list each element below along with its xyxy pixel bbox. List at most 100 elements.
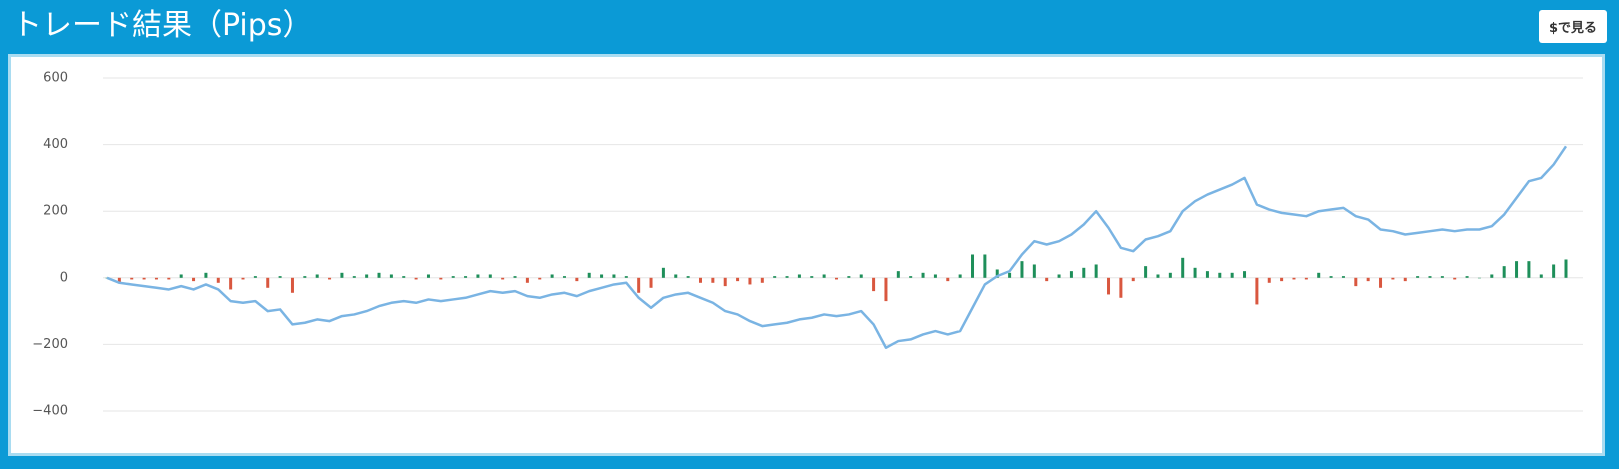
- bar: [1453, 277, 1457, 280]
- bar: [958, 274, 962, 278]
- bar: [575, 277, 579, 282]
- bar: [1156, 274, 1160, 278]
- y-tick-label: 600: [43, 71, 68, 86]
- bar: [760, 277, 764, 283]
- bar: [1354, 277, 1358, 287]
- bar: [1552, 264, 1556, 278]
- bar: [971, 254, 975, 278]
- cumulative-line: [106, 145, 1568, 349]
- bar: [822, 274, 826, 278]
- bar: [773, 276, 777, 278]
- bar: [290, 277, 294, 293]
- bar: [377, 272, 381, 278]
- bar: [550, 274, 554, 278]
- bar: [872, 277, 876, 292]
- bar: [649, 277, 653, 288]
- bar: [451, 276, 455, 278]
- bar: [624, 276, 628, 278]
- bar: [117, 277, 121, 283]
- bar: [229, 277, 233, 290]
- bar: [1515, 261, 1519, 278]
- bar: [315, 274, 319, 278]
- bar: [1329, 276, 1333, 278]
- bar: [1428, 276, 1432, 278]
- bar: [1564, 259, 1568, 278]
- bar: [389, 274, 393, 278]
- bar: [1032, 264, 1036, 278]
- currency-button[interactable]: $で見る: [1538, 10, 1607, 43]
- bar: [1218, 272, 1222, 278]
- y-tick-label: 400: [43, 137, 68, 152]
- bar: [884, 277, 888, 302]
- bar: [192, 277, 196, 282]
- bar: [538, 277, 542, 280]
- bar: [1304, 277, 1308, 280]
- bar: [352, 276, 356, 278]
- bar: [1069, 271, 1073, 278]
- bar: [946, 277, 950, 282]
- bar: [1230, 272, 1234, 278]
- bar: [204, 272, 208, 278]
- bar: [612, 274, 616, 278]
- bar: [847, 276, 851, 278]
- bar: [525, 277, 529, 283]
- bar: [365, 274, 369, 278]
- bar: [1280, 277, 1284, 282]
- bar: [142, 277, 146, 280]
- bar: [1317, 272, 1321, 278]
- bar: [1490, 274, 1494, 278]
- bar: [154, 277, 158, 280]
- bar: [1168, 272, 1172, 278]
- bar: [661, 267, 665, 278]
- bar: [1477, 277, 1481, 279]
- bar: [909, 276, 913, 278]
- bar: [1057, 274, 1061, 278]
- bar: [328, 277, 332, 280]
- bar: [1292, 277, 1296, 280]
- bar: [1008, 272, 1012, 278]
- bar: [797, 274, 801, 278]
- bar: [785, 276, 789, 278]
- bar: [711, 277, 715, 283]
- bar: [600, 274, 604, 278]
- bar: [1391, 277, 1395, 280]
- bar: [587, 272, 591, 278]
- bar: [748, 277, 752, 285]
- bar: [253, 276, 257, 278]
- bar: [1267, 277, 1271, 283]
- bar: [995, 269, 999, 278]
- bar: [686, 276, 690, 278]
- bar: [216, 277, 220, 283]
- bar: [1181, 257, 1185, 278]
- bar: [859, 274, 863, 278]
- bar: [637, 277, 641, 293]
- bar: [464, 276, 468, 278]
- bar: [562, 276, 566, 278]
- bar: [1094, 264, 1098, 278]
- bar: [810, 276, 814, 278]
- y-tick-label: 200: [43, 204, 68, 219]
- bar: [414, 277, 418, 280]
- bar: [1527, 261, 1531, 278]
- bar: [1465, 276, 1469, 278]
- bar: [1082, 267, 1086, 278]
- bar: [1107, 277, 1111, 295]
- bar: [439, 277, 443, 280]
- chart: −400 −200 0 200 400 600: [32, 71, 1583, 419]
- bar: [723, 277, 727, 287]
- bar: [1366, 277, 1370, 282]
- y-tick-label: −400: [32, 404, 68, 419]
- bar: [1119, 277, 1123, 298]
- bar: [266, 277, 270, 288]
- bar: [488, 274, 492, 278]
- bar: [983, 254, 987, 278]
- bar: [241, 277, 245, 280]
- bar: [1539, 274, 1543, 278]
- bar: [476, 274, 480, 278]
- bar: [1440, 276, 1444, 278]
- bar: [835, 277, 838, 280]
- bar: [1379, 277, 1383, 288]
- bar: [674, 274, 678, 278]
- bar: [698, 277, 702, 283]
